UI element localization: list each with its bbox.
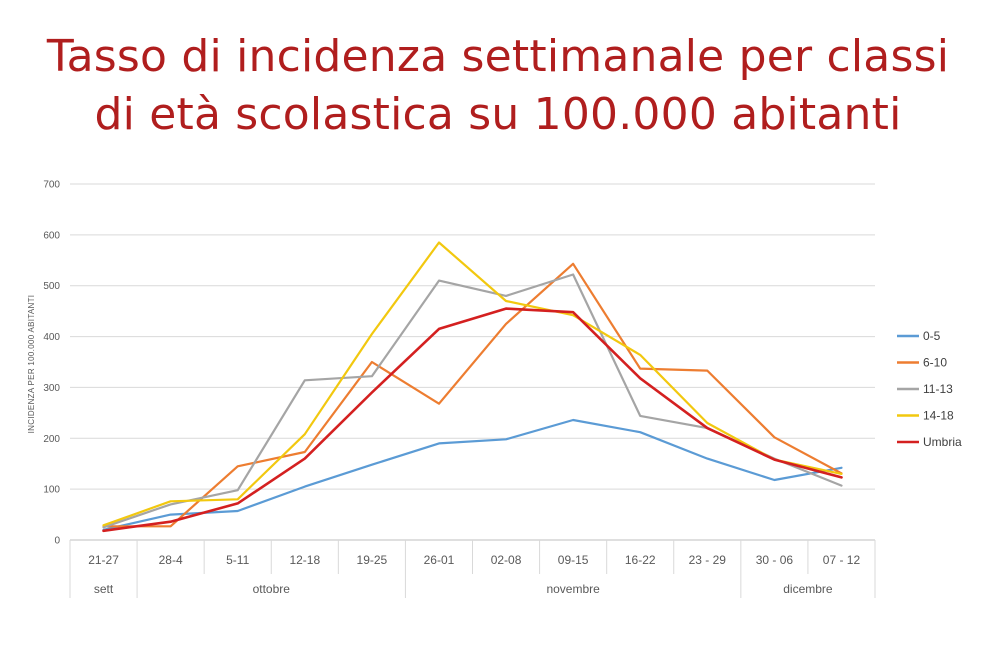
legend-label: 14-18: [923, 409, 954, 423]
month-group-label: ottobre: [253, 582, 291, 596]
legend-label: 11-13: [923, 382, 953, 396]
x-tick-label: 5-11: [226, 553, 249, 567]
y-tick-label: 400: [43, 332, 60, 343]
x-tick-label: 30 - 06: [756, 553, 794, 567]
x-tick-label: 23 - 29: [689, 553, 727, 567]
series-line-0-5: [102, 418, 843, 531]
x-tick-label: 16-22: [625, 553, 656, 567]
series-line-14-18: [102, 241, 843, 527]
legend-label: 0-5: [923, 329, 941, 343]
series-line-umbria: [102, 307, 843, 533]
y-tick-label: 500: [43, 281, 60, 292]
x-tick-label: 28-4: [159, 553, 183, 567]
y-tick-label: 100: [43, 485, 60, 496]
x-tick-label: 12-18: [289, 553, 320, 567]
x-tick-label: 26-01: [424, 553, 455, 567]
month-group-label: dicembre: [783, 582, 833, 596]
y-tick-label: 0: [54, 536, 60, 547]
y-tick-label: 200: [43, 434, 60, 445]
slide-title: Tasso di incidenza settimanale per class…: [0, 28, 996, 144]
x-tick-label: 02-08: [491, 553, 522, 567]
x-tick-label: 21-27: [88, 553, 119, 567]
slide-title-line-1: Tasso di incidenza settimanale per class…: [46, 31, 950, 82]
month-group-label: novembre: [546, 582, 600, 596]
legend-label: Umbria: [923, 435, 962, 449]
x-tick-label: 09-15: [558, 553, 589, 567]
x-tick-label: 19-25: [357, 553, 388, 567]
y-tick-label: 600: [43, 230, 60, 241]
month-group-label: sett: [94, 582, 114, 596]
slide-title-line-2: di età scolastica su 100.000 abitanti: [94, 89, 902, 140]
series-line-6-10: [102, 262, 843, 528]
y-axis-label: INCIDENZA PER 100.000 ABITANTI: [27, 295, 36, 434]
y-tick-label: 700: [43, 180, 60, 191]
legend-label: 6-10: [923, 356, 947, 370]
x-tick-label: 07 - 12: [823, 553, 861, 567]
y-tick-label: 300: [43, 383, 60, 394]
